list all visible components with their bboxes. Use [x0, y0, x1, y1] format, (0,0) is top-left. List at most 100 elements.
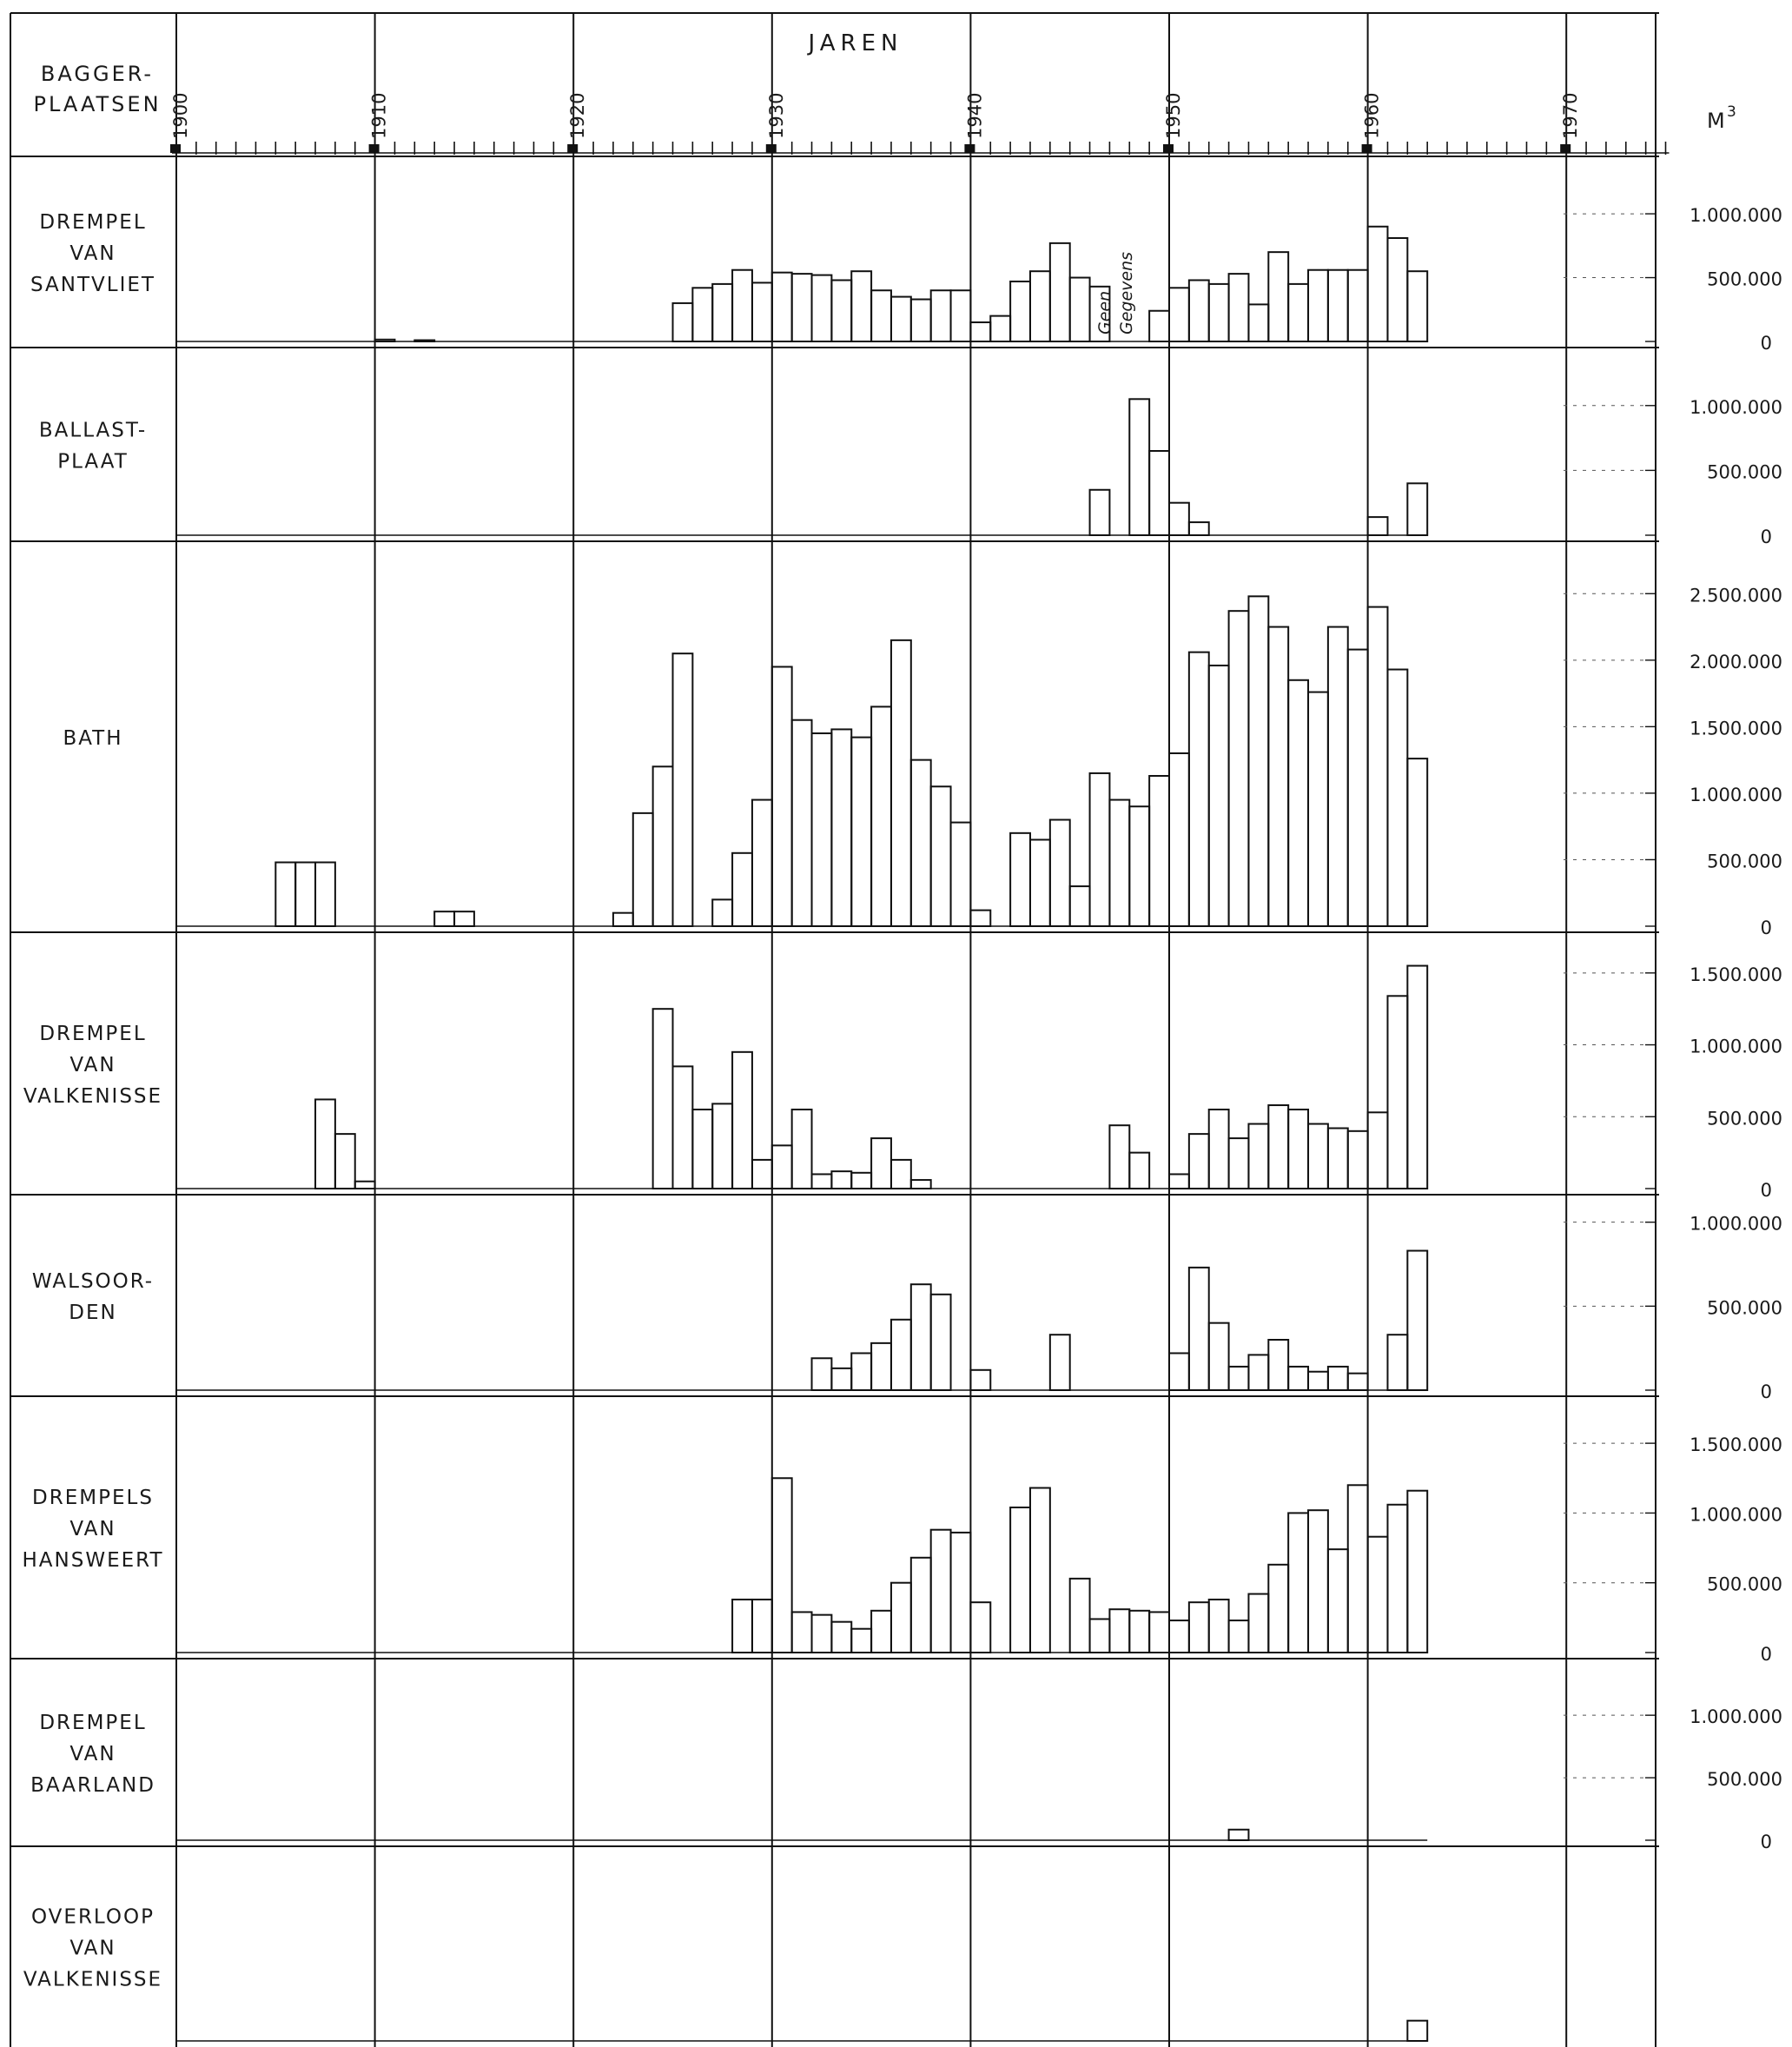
header-label-bagger: BAGGER-: [41, 62, 154, 86]
y-tick-label: 0: [1761, 1381, 1772, 1402]
data-bar: [731, 1050, 753, 1190]
data-bar: [1346, 1372, 1369, 1391]
data-bar: [1088, 1618, 1111, 1654]
data-bar: [1108, 1608, 1131, 1654]
y-tick-label: 500.000: [1707, 1769, 1782, 1790]
data-bar: [1207, 1598, 1230, 1653]
data-bar: [1168, 1173, 1190, 1190]
data-bar: [1187, 1601, 1210, 1653]
y-tick-label: 0: [1761, 1832, 1772, 1852]
data-bar: [1088, 772, 1111, 927]
data-bar: [1326, 1548, 1349, 1653]
data-bar: [969, 321, 992, 343]
data-bar: [1346, 648, 1369, 927]
y-tick-label: 500.000: [1707, 1297, 1782, 1318]
data-bar: [770, 271, 793, 342]
data-bar: [949, 1531, 972, 1654]
decade-label: 1900: [170, 93, 191, 139]
data-bar: [731, 1598, 753, 1653]
data-bar: [1168, 1620, 1190, 1653]
data-bar: [929, 289, 952, 343]
data-bar: [1287, 1512, 1310, 1653]
data-bar: [790, 273, 813, 342]
data-bar: [790, 1611, 813, 1654]
data-bar: [969, 1368, 992, 1392]
data-bar: [909, 759, 932, 927]
y-tick-label: 2.500.000: [1690, 585, 1782, 606]
data-bar: [770, 666, 793, 927]
data-bar: [909, 1283, 932, 1391]
chart-bars: [274, 225, 1429, 2043]
data-bar: [1148, 1611, 1171, 1654]
chart-labels: BAGGER- PLAATSEN JAREN M 3 1900 1910 1920 1930 19…: [23, 30, 1783, 1991]
annotation-gegevens: Gegevens: [1117, 252, 1136, 335]
data-bar: [1168, 501, 1190, 537]
data-bar: [949, 289, 972, 343]
y-tick-label: 1.000.000: [1690, 1504, 1782, 1525]
decade-label: 1950: [1163, 93, 1184, 139]
data-bar: [1108, 798, 1131, 928]
data-bar: [1207, 664, 1230, 928]
data-bar: [889, 295, 912, 343]
row-label: VALKENISSE: [23, 1969, 162, 1991]
data-bar: [711, 898, 734, 928]
data-bar: [770, 1477, 793, 1653]
data-bar: [274, 861, 297, 927]
data-bar: [929, 1293, 952, 1392]
row-label: VAN: [69, 1938, 116, 1960]
data-bar: [1227, 273, 1250, 342]
data-bar: [651, 765, 674, 927]
data-bar: [1366, 1535, 1389, 1654]
decade-marker: [765, 144, 777, 153]
data-bar: [711, 1103, 734, 1190]
y-tick-label: 2.000.000: [1690, 652, 1782, 672]
data-bar: [1168, 287, 1190, 342]
decade-marker: [1163, 144, 1174, 153]
data-bar: [889, 1581, 912, 1654]
data-bar: [830, 1620, 853, 1653]
y-tick-label: 500.000: [1707, 1574, 1782, 1595]
row-label: OVERLOOP: [31, 1906, 155, 1929]
data-bar: [1406, 482, 1429, 536]
data-bar: [1088, 285, 1111, 343]
decade-marker: [1560, 144, 1571, 153]
y-tick-label: 1.500.000: [1690, 964, 1782, 985]
decade-label: 1910: [369, 93, 390, 139]
y-tick-label: 500.000: [1707, 269, 1782, 290]
data-bar: [1406, 270, 1429, 343]
data-bar: [1128, 1151, 1151, 1189]
data-bar: [929, 1528, 952, 1654]
decade-label: 1930: [766, 93, 787, 139]
data-bar: [1307, 1123, 1329, 1189]
data-bar: [1009, 1506, 1031, 1654]
data-bar: [1267, 1104, 1290, 1190]
row-label: PLAAT: [57, 451, 129, 474]
row-label: DREMPEL: [39, 1712, 146, 1734]
data-bar: [1307, 1370, 1329, 1391]
data-bar: [1128, 805, 1151, 928]
data-bar: [850, 270, 873, 343]
y-tick-label: 500.000: [1707, 461, 1782, 482]
data-bar: [929, 785, 952, 927]
data-bar: [1048, 242, 1071, 342]
row-label: VAN: [69, 1743, 116, 1765]
data-bar: [850, 1627, 873, 1653]
y-tick-label: 0: [1761, 527, 1772, 547]
y-tick-label: 1.000.000: [1690, 397, 1782, 418]
row-label: DREMPELS: [32, 1487, 154, 1509]
data-bar: [909, 1179, 932, 1190]
data-bar: [870, 1137, 892, 1190]
data-bar: [1287, 1109, 1310, 1189]
data-bar: [1148, 309, 1171, 343]
data-bar: [810, 1173, 833, 1190]
data-bar: [1247, 595, 1270, 927]
data-bar: [1068, 1577, 1091, 1653]
data-bar: [1207, 1109, 1230, 1189]
data-bar: [691, 287, 714, 342]
data-bar: [810, 1613, 833, 1654]
data-bar: [889, 1318, 912, 1392]
decade-label: 1970: [1560, 93, 1581, 139]
chart-grid: [10, 12, 1670, 2047]
row-label: DREMPEL: [39, 1023, 146, 1045]
